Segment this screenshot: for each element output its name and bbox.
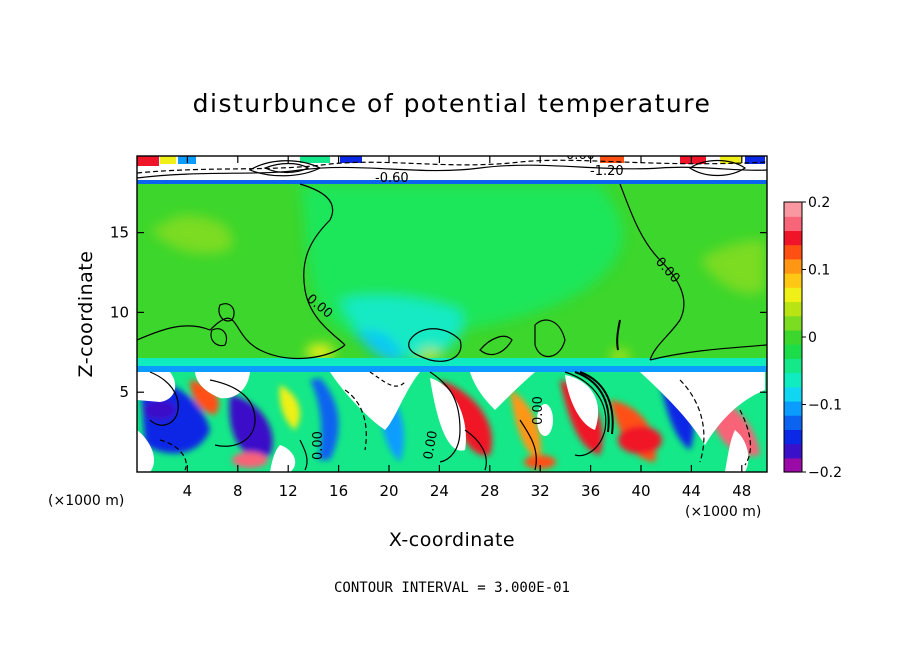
x-tick-label: 12 [279,482,298,500]
x-tick-label: 20 [379,482,398,500]
field-band-transition [137,358,767,368]
colorbar-swatch [784,415,802,430]
contour-lines [137,159,767,471]
y-axis: 5 10 15 [110,224,767,401]
x-tick-label: 24 [430,482,449,500]
colorbar-swatch [784,372,802,388]
colorbar-swatch [784,457,802,473]
colorbar-swatch [784,344,802,359]
chart-title: disturbunce of potential temperature [193,89,712,118]
x-tick-label: 28 [480,482,499,500]
colorbar-swatch [784,216,802,232]
field-shading-upper [150,185,765,365]
colorbar-swatch [784,315,802,331]
y-axis-label: Z-coordinate [75,251,97,378]
colorbar-swatch [784,301,802,317]
colorbar-swatch [784,386,802,402]
colorbar-swatch [784,273,802,288]
colorbar-swatch [784,230,802,246]
colorbar-swatch [784,443,802,459]
field-top-layer [137,156,767,182]
colorbar-tick-label: 0.1 [808,263,830,279]
x-tick-label: 4 [183,482,193,500]
x-tick-label: 48 [732,482,751,500]
colorbar-tick-label: −0.1 [808,398,842,414]
colorbar-swatch [784,329,802,345]
contour-label: -1.20 [590,164,624,179]
colorbar-swatch [784,258,802,274]
colorbar-swatch [784,400,802,416]
colorbar-tick-label: 0.2 [808,195,830,211]
y-tick-label: 15 [110,224,129,242]
x-tick-label: 40 [631,482,650,500]
plot-frame [136,155,768,473]
field-band-edge [137,366,767,372]
colorbar-swatch [784,429,802,445]
contour-label: 0.60 [566,148,595,163]
colorbar: −0.2 −0.1 0 0.1 0.2 [783,195,842,481]
x-tick-label: 32 [531,482,550,500]
colorbar-swatch [784,287,802,303]
x-tick-label: 44 [682,482,701,500]
x-tick-label: 36 [581,482,600,500]
colorbar-swatch [784,358,802,374]
x-tick-label: 8 [233,482,243,500]
x-axis: 4 8 12 16 20 24 28 32 36 40 44 48 [183,156,751,500]
y-tick-label: 5 [119,383,129,401]
x-axis-unit: (×1000 m) [685,504,761,520]
contour-label: 0.00 [531,396,546,425]
x-tick-label: 16 [329,482,348,500]
contour-label: -0.60 [375,171,409,186]
x-axis-label: X-coordinate [389,529,515,551]
colorbar-tick-label: 0 [808,330,817,346]
colorbar-swatch [784,202,802,217]
field-top-layer-edge [137,180,767,184]
field-clipped-regions [137,372,765,472]
contour-label: 0.00 [311,431,326,460]
y-tick-label: 10 [110,303,129,321]
y-axis-unit: (×1000 m) [48,493,124,509]
contour-interval-note: CONTOUR INTERVAL = 3.000E-01 [334,580,570,596]
contour-label: 0.00 [421,430,441,461]
colorbar-swatch [784,244,802,260]
colorbar-tick-label: −0.2 [808,465,842,481]
plot-area: 0.60 -0.60 -1.20 0.00 0.00 0.00 0.00 0.0… [137,148,767,472]
